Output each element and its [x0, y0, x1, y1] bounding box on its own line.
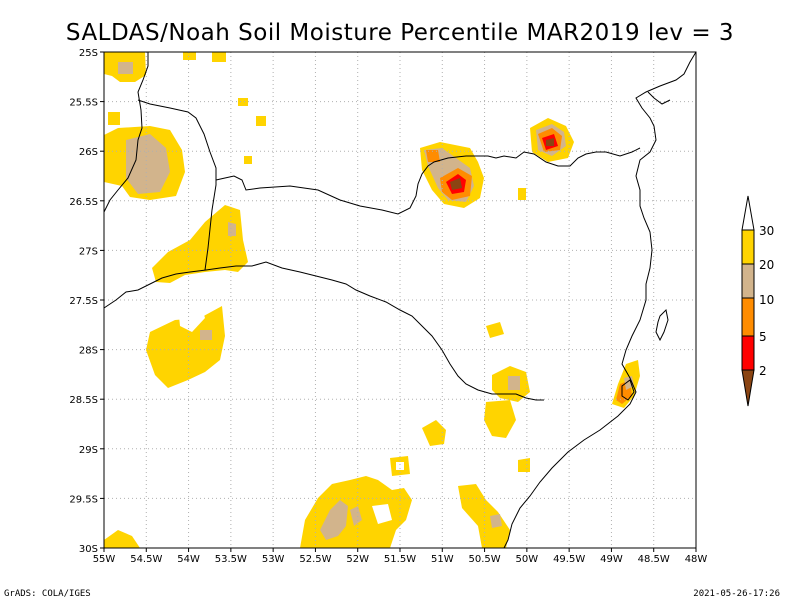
colorbar-label: 2: [759, 364, 767, 378]
santa-catarina-rio-grande-border: [103, 261, 544, 401]
paraguay-border-north: [137, 99, 217, 271]
colorbar-top-arrow: [741, 195, 755, 231]
patch-30: [458, 484, 510, 548]
lat-tick-label: 26S: [79, 147, 98, 158]
lon-tick-label: 53.5W: [215, 554, 247, 565]
patch-30: [256, 116, 266, 126]
patch-20: [228, 222, 236, 236]
lon-tick-label: 51W: [431, 554, 454, 565]
lat-tick-label: 27S: [79, 246, 98, 257]
coastline: [503, 51, 697, 549]
lon-tick-label: 54.5W: [130, 554, 162, 565]
lon-tick-label: 54W: [177, 554, 200, 565]
colorbar-30: [741, 229, 755, 265]
patch-20: [490, 514, 502, 528]
lat-tick-label: 29S: [79, 445, 98, 456]
patch-20: [320, 500, 348, 540]
lon-tick-label: 49W: [600, 554, 623, 565]
lon-tick-label: 50.5W: [468, 554, 500, 565]
lon-tick-label: 52W: [346, 554, 369, 565]
colorbar-5: [741, 335, 755, 371]
colorbar-label: 30: [759, 224, 774, 238]
patch-30: [238, 98, 248, 106]
lon-tick-label: 52.5W: [299, 554, 331, 565]
colorbar-label: 20: [759, 258, 774, 272]
lat-tick-label: 29.5S: [69, 494, 98, 505]
lon-tick-label: 51.5W: [384, 554, 416, 565]
graticule-grid: [104, 52, 696, 548]
patch-20: [350, 506, 362, 526]
patch-white-hole: [372, 504, 392, 524]
lon-tick-label: 48.5W: [638, 554, 670, 565]
percentile-patches: [104, 52, 640, 548]
lat-tick-label: 30S: [79, 544, 98, 555]
argentina-brazil-border: [103, 52, 149, 213]
patch-white-hole: [178, 302, 205, 332]
colorbar-10: [741, 297, 755, 337]
patch-30: [244, 156, 252, 164]
colorbar-label: 5: [759, 330, 767, 344]
lon-tick-label: 50W: [516, 554, 539, 565]
patch-white-hole: [396, 462, 404, 470]
lat-tick-label: 26.5S: [69, 197, 98, 208]
patch-30: [212, 52, 226, 62]
island-coast: [655, 308, 669, 342]
lon-tick-label: 49.5W: [553, 554, 585, 565]
patch-20: [624, 376, 634, 390]
lat-tick-label: 27.5S: [69, 296, 98, 307]
patch-20: [118, 62, 133, 74]
patch-30: [486, 322, 504, 338]
political-boundaries: [103, 51, 697, 549]
patch-30: [152, 205, 248, 283]
percentile-colorbar: 30 20 10 5 2: [741, 195, 774, 407]
parana-santa-catarina-border: [215, 147, 641, 215]
patch-30: [104, 530, 140, 548]
footer-timestamp: 2021-05-26-17:26: [693, 589, 780, 599]
colorbar-20: [741, 263, 755, 299]
patch-20: [200, 330, 212, 340]
lon-tick-label: 48W: [685, 554, 708, 565]
patch-2: [450, 178, 462, 190]
patch-30: [183, 52, 196, 60]
patch-30: [108, 112, 120, 125]
patch-30: [518, 188, 526, 200]
lat-tick-label: 28S: [79, 346, 98, 357]
lon-tick-label: 55W: [93, 554, 116, 565]
latitude-labels: 25S 25.5S 26S 26.5S 27S 27.5S 28S 28.5S 29S 29.5S…: [69, 48, 104, 555]
lat-tick-label: 25S: [79, 48, 98, 59]
colorbar-bottom-arrow: [741, 369, 755, 407]
lagoon-outline: [621, 379, 635, 401]
patch-30: [146, 306, 225, 388]
patch-30: [518, 458, 530, 472]
coast-north-detail: [647, 91, 671, 105]
plot-area: [103, 51, 697, 549]
map-title: SALDAS/Noah Soil Moisture Percentile MAR…: [66, 20, 734, 46]
lon-tick-label: 53W: [262, 554, 285, 565]
colorbar-label: 10: [759, 293, 774, 307]
patch-20: [508, 376, 520, 390]
lat-tick-label: 25.5S: [69, 98, 98, 109]
patch-30: [484, 400, 516, 438]
longitude-labels: 55W 54.5W 54W 53.5W 53W 52.5W 52W 51.5W 51W 50.5W…: [93, 548, 708, 565]
footer-credit: GrADS: COLA/IGES: [4, 589, 91, 599]
patch-2: [546, 138, 554, 146]
lat-tick-label: 28.5S: [69, 395, 98, 406]
patch-30: [422, 420, 446, 446]
patch-10: [426, 150, 440, 162]
